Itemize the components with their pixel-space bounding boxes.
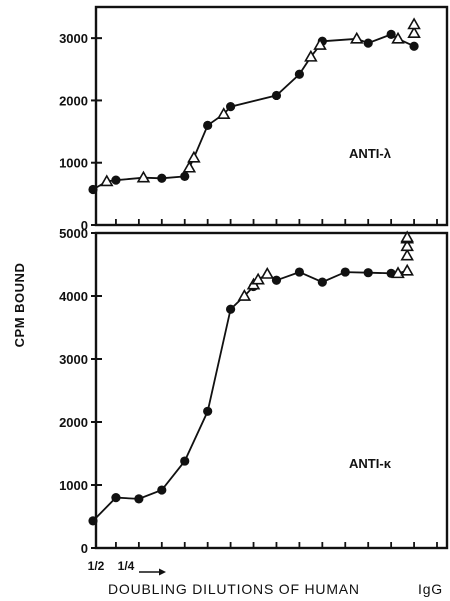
anti-lambda-circle-point	[157, 173, 167, 183]
anti-lambda-frame	[94, 5, 449, 227]
anti-lambda-y-tick-label: 1000	[59, 156, 88, 171]
anti-lambda-triangle-point	[391, 31, 405, 44]
anti-lambda-triangle-point	[216, 107, 231, 119]
anti-kappa-frame	[94, 231, 449, 550]
anti-kappa-y-tick-label: 0	[81, 541, 88, 556]
anti-lambda-circle-point	[88, 184, 98, 195]
anti-kappa-y-tick-label: 3000	[59, 352, 88, 367]
anti-lambda-triangle-point	[136, 170, 151, 183]
x-axis-label: DOUBLING DILUTIONS OF HUMAN	[108, 581, 360, 597]
anti-kappa-circle-point	[317, 277, 327, 287]
x-tick-label-half: 1/2	[88, 559, 105, 573]
anti-lambda-circle-point	[386, 29, 396, 40]
anti-kappa-triangle-point	[400, 230, 414, 243]
anti-lambda-triangle-point	[407, 26, 421, 39]
anti-kappa-triangle-point	[391, 266, 405, 279]
anti-lambda-triangle-point	[313, 37, 327, 50]
anti-kappa-label: ANTI-κ	[349, 456, 392, 471]
anti-lambda-circle-point	[180, 171, 190, 182]
anti-kappa-panel: 0 1000 2000 3000 4000 5000 ANTI-κ	[59, 226, 449, 556]
x-tick-label-quarter: 1/4	[118, 559, 135, 573]
anti-kappa-series-line	[92, 269, 408, 522]
anti-lambda-triangle-point	[304, 49, 318, 62]
anti-lambda-triangle-point	[99, 174, 114, 187]
anti-kappa-circle-point	[203, 406, 213, 416]
anti-kappa-y-tick-label: 1000	[59, 478, 88, 493]
anti-lambda-label: ANTI-λ	[349, 146, 392, 161]
anti-kappa-circle-point	[157, 485, 167, 495]
anti-lambda-y-tick-label: 0	[81, 218, 88, 233]
anti-kappa-circle-point	[111, 493, 121, 503]
anti-kappa-triangle-point	[400, 248, 414, 261]
anti-kappa-circle-point	[88, 516, 98, 526]
anti-lambda-panel: 0 1000 2000 3000 ANTI-λ	[59, 5, 449, 233]
anti-kappa-circle-point	[180, 456, 190, 466]
anti-lambda-y-tick-label: 2000	[59, 93, 88, 108]
y-axis-label: CPM BOUND	[12, 263, 27, 348]
anti-lambda-circle-point	[294, 69, 304, 79]
anti-lambda-circle-point	[203, 120, 213, 130]
anti-lambda-triangle-point	[407, 17, 421, 30]
anti-lambda-circle-point	[111, 175, 121, 185]
anti-kappa-y-tick-label: 2000	[59, 415, 88, 430]
anti-kappa-circle-point	[340, 267, 350, 277]
anti-lambda-triangle-point	[349, 31, 364, 44]
anti-kappa-circle-point	[363, 268, 373, 278]
anti-kappa-y-tick-label: 5000	[59, 226, 88, 241]
arrow-icon	[139, 568, 166, 576]
anti-kappa-triangle-point	[400, 239, 414, 252]
anti-lambda-circle-point	[226, 102, 236, 112]
anti-lambda-triangle-point	[187, 150, 201, 163]
anti-lambda-triangle-point	[182, 160, 197, 173]
anti-lambda-circle-point	[363, 38, 373, 48]
anti-lambda-circle-point	[271, 90, 282, 101]
anti-kappa-circle-point	[294, 267, 304, 277]
anti-kappa-y-tick-label: 4000	[59, 289, 88, 304]
anti-kappa-triangle-point	[251, 272, 265, 285]
anti-kappa-triangle-point	[237, 288, 252, 301]
anti-kappa-triangle-point	[260, 266, 275, 279]
anti-lambda-series-line	[92, 33, 415, 191]
anti-kappa-triangle-point	[400, 263, 414, 276]
anti-kappa-circle-point	[271, 275, 282, 285]
x-axis-label-igg: IgG	[418, 581, 443, 597]
anti-lambda-circle-point	[409, 41, 419, 51]
anti-lambda-y-tick-label: 3000	[59, 31, 88, 46]
anti-kappa-circle-point	[134, 494, 144, 504]
anti-kappa-circle-point	[226, 304, 236, 314]
